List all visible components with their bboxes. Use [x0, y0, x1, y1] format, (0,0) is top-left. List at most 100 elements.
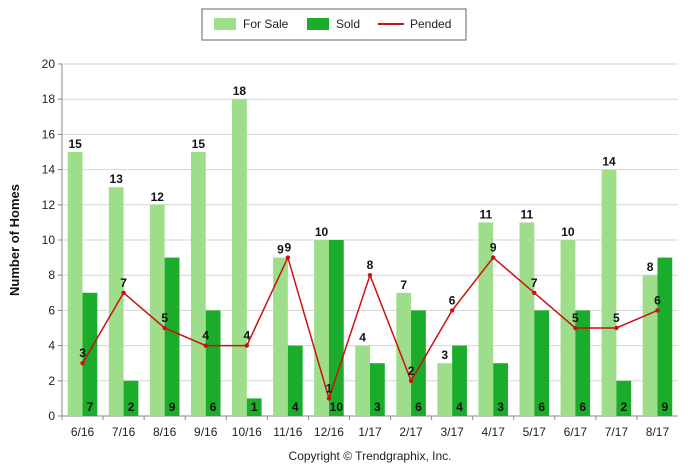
x-tick-label: 9/16	[194, 425, 218, 439]
label-pended: 5	[161, 311, 168, 325]
label-for-sale: 10	[561, 225, 575, 239]
y-axis-title: Number of Homes	[7, 184, 22, 296]
bar-for-sale	[314, 240, 329, 416]
bar-sold	[370, 363, 385, 416]
bar-sold	[493, 363, 508, 416]
pended-point	[121, 290, 126, 295]
bar-sold	[575, 310, 591, 416]
bar-sold	[411, 310, 426, 416]
bar-sold	[452, 345, 467, 416]
label-sold: 9	[169, 400, 176, 414]
label-for-sale: 15	[192, 137, 206, 151]
bar-for-sale	[601, 169, 617, 416]
bar-for-sale	[437, 363, 453, 416]
x-tick-label: 7/17	[605, 425, 629, 439]
pended-point	[449, 308, 455, 313]
label-sold: 10	[330, 400, 344, 414]
pended-point	[655, 308, 660, 313]
label-sold: 1	[251, 400, 258, 414]
legend-label-sold: Sold	[336, 17, 360, 31]
label-pended: 7	[531, 276, 538, 290]
pended-point	[408, 378, 414, 383]
label-for-sale: 11	[479, 207, 492, 221]
bar-sold	[205, 310, 221, 416]
label-for-sale: 15	[68, 137, 82, 151]
bar-sold	[657, 257, 673, 416]
label-sold: 2	[128, 400, 135, 414]
x-tick-label: 8/16	[153, 425, 177, 439]
x-tick-label: 6/17	[564, 425, 588, 439]
label-sold: 7	[87, 400, 94, 414]
x-tick-label: 8/17	[646, 425, 670, 439]
legend-swatch-sold	[307, 18, 329, 30]
bar-sold	[616, 380, 632, 416]
label-pended: 6	[449, 293, 456, 307]
x-tick-label: 6/16	[71, 425, 95, 439]
label-pended: 6	[654, 293, 661, 307]
x-tick-label: 7/16	[112, 425, 136, 439]
x-tick-label: 1/17	[358, 425, 382, 439]
x-tick-label: 5/17	[523, 425, 547, 439]
pended-point	[285, 255, 291, 260]
pended-point	[326, 396, 332, 401]
pended-point	[532, 290, 537, 295]
y-tick-label: 2	[48, 374, 55, 388]
label-for-sale: 9	[277, 243, 284, 257]
label-pended: 5	[613, 311, 620, 325]
label-sold: 9	[662, 400, 669, 414]
data-labels: 1571321291561819410104376341131161061428…	[68, 84, 668, 414]
legend-box	[201, 8, 467, 41]
label-pended: 4	[202, 329, 209, 343]
label-for-sale: 12	[151, 190, 165, 204]
label-sold: 6	[579, 400, 586, 414]
legend-label-pended: Pended	[410, 17, 451, 31]
bar-sold	[287, 345, 303, 416]
bar-for-sale	[108, 187, 124, 416]
y-tick-label: 0	[48, 409, 55, 423]
bar-for-sale	[149, 204, 165, 416]
x-tick-label: 4/17	[482, 425, 506, 439]
bar-sold	[328, 240, 344, 416]
y-tick-label: 6	[48, 303, 55, 317]
label-sold: 4	[456, 400, 463, 414]
label-pended: 2	[408, 364, 415, 378]
pended-point	[80, 361, 85, 366]
bar-sold	[123, 380, 139, 416]
label-sold: 6	[415, 400, 422, 414]
label-for-sale: 10	[315, 225, 329, 239]
label-sold: 3	[374, 400, 381, 414]
pended-point	[244, 343, 249, 348]
pended-point	[614, 325, 619, 331]
x-tick-label: 11/16	[273, 425, 302, 439]
x-tick-label: 2/17	[399, 425, 423, 439]
label-sold: 6	[538, 400, 545, 414]
label-pended: 9	[490, 241, 497, 255]
bar-for-sale	[273, 257, 288, 416]
label-sold: 6	[210, 400, 217, 414]
label-for-sale: 11	[521, 207, 534, 221]
label-sold: 3	[497, 400, 504, 414]
label-for-sale: 7	[400, 278, 407, 292]
legend-swatch-for-sale	[214, 18, 236, 30]
pended-point	[367, 273, 373, 278]
y-tick-label: 16	[42, 127, 56, 141]
y-tick-label: 8	[48, 268, 55, 282]
bar-for-sale	[519, 222, 535, 416]
bars	[67, 99, 673, 416]
bar-for-sale	[560, 240, 576, 416]
label-for-sale: 14	[602, 155, 616, 169]
y-tick-label: 10	[42, 233, 56, 247]
x-tick-label: 3/17	[440, 425, 464, 439]
y-tick-label: 18	[42, 92, 56, 106]
label-pended: 3	[79, 346, 86, 360]
bar-sold	[246, 398, 262, 416]
y-tick-label: 4	[48, 339, 55, 353]
label-for-sale: 3	[441, 348, 448, 362]
x-tick-label: 10/16	[232, 425, 262, 439]
pended-point	[491, 255, 496, 260]
pended-line-layer	[80, 255, 660, 401]
legend-label-for-sale: For Sale	[243, 17, 289, 31]
label-pended: 4	[243, 329, 250, 343]
